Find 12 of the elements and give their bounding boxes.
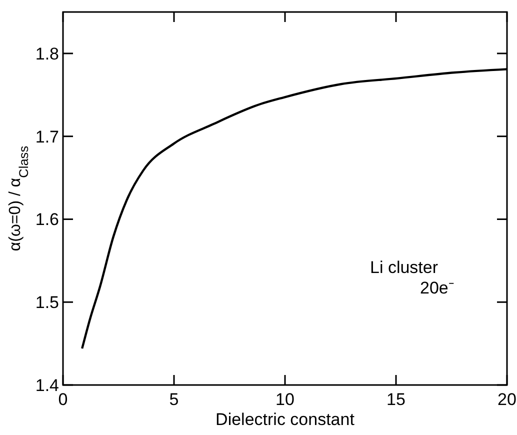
x-tick-label: 15 — [386, 390, 406, 409]
x-tick-label: 20 — [498, 390, 516, 409]
x-tick-label: 10 — [276, 390, 294, 409]
y-tick-label: 1.7 — [35, 127, 59, 146]
y-tick-label: 1.6 — [35, 210, 59, 230]
x-tick-label: 5 — [169, 390, 179, 409]
x-axis-title: Dielectric constant — [216, 410, 355, 429]
annotation: Li cluster 20e⁻ — [370, 258, 454, 298]
y-tick-label: 1.4 — [35, 376, 59, 395]
y-tick-label: 1.8 — [35, 44, 59, 64]
y-tick-label: 1.5 — [35, 293, 59, 312]
x-tick-label: 0 — [58, 390, 68, 409]
